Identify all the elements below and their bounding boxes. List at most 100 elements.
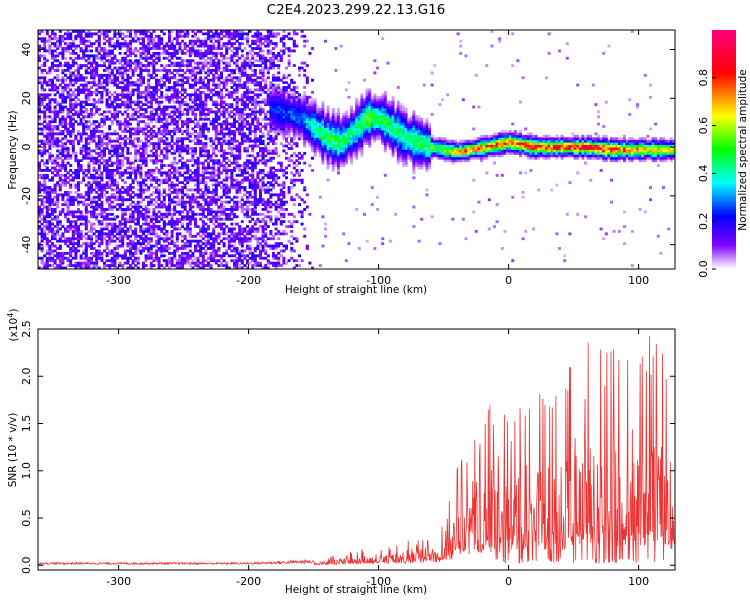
spectrogram-cell	[48, 203, 52, 206]
spectrogram-cell	[134, 156, 138, 160]
spectrogram-cell	[126, 244, 130, 248]
spectrogram-cell	[186, 93, 190, 97]
spectrogram-cell	[103, 266, 106, 269]
spectrogram-cell	[168, 44, 171, 48]
spectrogram-cell	[207, 171, 210, 175]
spectrogram-cell	[95, 108, 99, 111]
spectrogram-cell	[186, 147, 190, 150]
spectrogram-cell	[243, 61, 247, 65]
spectrogram-cell	[56, 115, 60, 119]
spectrogram-cell	[40, 142, 44, 146]
spectrogram-cell	[64, 117, 67, 121]
spectrogram-cell	[220, 100, 223, 104]
spectrogram-cell	[240, 181, 244, 185]
spectrogram-cell	[38, 81, 41, 85]
spectrogram-cell	[126, 156, 130, 160]
spectrogram-cell	[212, 44, 216, 48]
spectrogram-cell	[240, 93, 244, 97]
spectrogram-cell	[246, 164, 249, 167]
spectrogram-cell	[58, 239, 62, 243]
spectrogram-cell	[170, 208, 174, 211]
spectrogram-cell	[58, 166, 62, 170]
spectrogram-cell	[69, 108, 73, 111]
spectrogram-cell	[194, 117, 197, 121]
spectrogram-cell	[110, 256, 114, 260]
spectrogram-cell	[40, 54, 44, 58]
spectrogram-cell	[251, 56, 255, 60]
spectrogram-cell	[136, 151, 140, 155]
spectrogram-cell	[64, 88, 67, 92]
spectrogram-cell	[199, 188, 203, 192]
spectrogram-cell	[238, 166, 242, 170]
spectrogram-cell	[116, 188, 119, 192]
spectrogram-cell	[240, 30, 244, 33]
spectrogram-cell	[136, 88, 140, 92]
spectrogram-cell	[100, 222, 104, 226]
spectrogram-cell	[144, 69, 148, 72]
spectrogram-cell	[66, 212, 70, 216]
spectrogram-cell	[97, 161, 101, 165]
spectrogram-cell	[222, 186, 226, 189]
spectrogram-cell	[66, 244, 70, 248]
spectrogram-cell	[214, 83, 218, 87]
spectrogram-cell	[149, 169, 153, 172]
spectrogram-cell	[175, 266, 179, 269]
spectrogram-cell	[40, 176, 44, 180]
spectrogram-cell	[162, 259, 166, 263]
spectrogram-cell	[82, 132, 86, 136]
spectrogram-cell	[40, 83, 44, 87]
spectrogram-cell	[129, 64, 132, 67]
spectrogram-cell	[71, 149, 75, 153]
spectrogram-cell	[170, 264, 174, 267]
spectrogram-cell	[108, 205, 112, 209]
spectrogram-cell	[45, 103, 49, 106]
spectrogram-cell	[84, 215, 88, 219]
spectrogram-cell	[204, 117, 208, 121]
spectrogram-cell	[225, 156, 229, 160]
spectrogram-cell	[230, 115, 234, 119]
spectrogram-cell	[246, 259, 249, 263]
spectrogram-cell	[248, 30, 252, 33]
spectrogram-cell	[48, 249, 52, 253]
spectrogram-cell	[45, 59, 49, 63]
spectrogram-cell	[196, 195, 200, 199]
spectrogram-cell	[92, 66, 96, 70]
spectrogram-cell	[170, 117, 174, 121]
spectrogram-cell	[40, 200, 44, 204]
spectrogram-cell	[157, 242, 161, 246]
spectrogram-cell	[212, 120, 216, 124]
spectrogram-cell	[157, 225, 161, 228]
spectrogram-cell	[183, 103, 187, 106]
spectrogram-cell	[74, 76, 78, 80]
spectrogram-cell	[74, 73, 78, 77]
spectrogram-cell	[45, 176, 49, 180]
spectrogram-cell	[136, 49, 140, 53]
spectrogram-cell	[253, 229, 257, 233]
spectrogram-cell	[110, 112, 114, 116]
spectrogram-cell	[45, 125, 49, 128]
spectrogram-cell	[43, 173, 47, 177]
spectrogram-cell	[253, 78, 257, 82]
spectrogram-cell	[152, 98, 156, 102]
spectrogram-cell	[160, 181, 164, 185]
spectrogram-cell	[144, 171, 148, 175]
spectrogram-cell	[84, 110, 88, 114]
spectrogram-cell	[58, 210, 62, 214]
spectrogram-cell	[222, 208, 226, 211]
spectrogram-cell	[235, 181, 239, 185]
spectrogram-cell	[147, 78, 151, 82]
spectrogram-cell	[214, 61, 218, 65]
spectrogram-cell	[155, 61, 158, 65]
spectrogram-cell	[139, 229, 143, 233]
spectrogram-cell	[134, 176, 138, 180]
spectrogram-cell	[186, 49, 190, 53]
spectrogram-cell	[149, 149, 153, 153]
spectrogram-cell	[118, 220, 122, 224]
spectrogram-cell	[165, 122, 169, 126]
spectrogram-cell	[136, 37, 140, 41]
spectrogram-cell	[186, 117, 190, 121]
spectrogram-cell	[191, 47, 195, 50]
spectrogram-cell	[149, 137, 153, 141]
spectrogram-cell	[142, 144, 145, 148]
spectrogram-cell	[188, 69, 192, 72]
